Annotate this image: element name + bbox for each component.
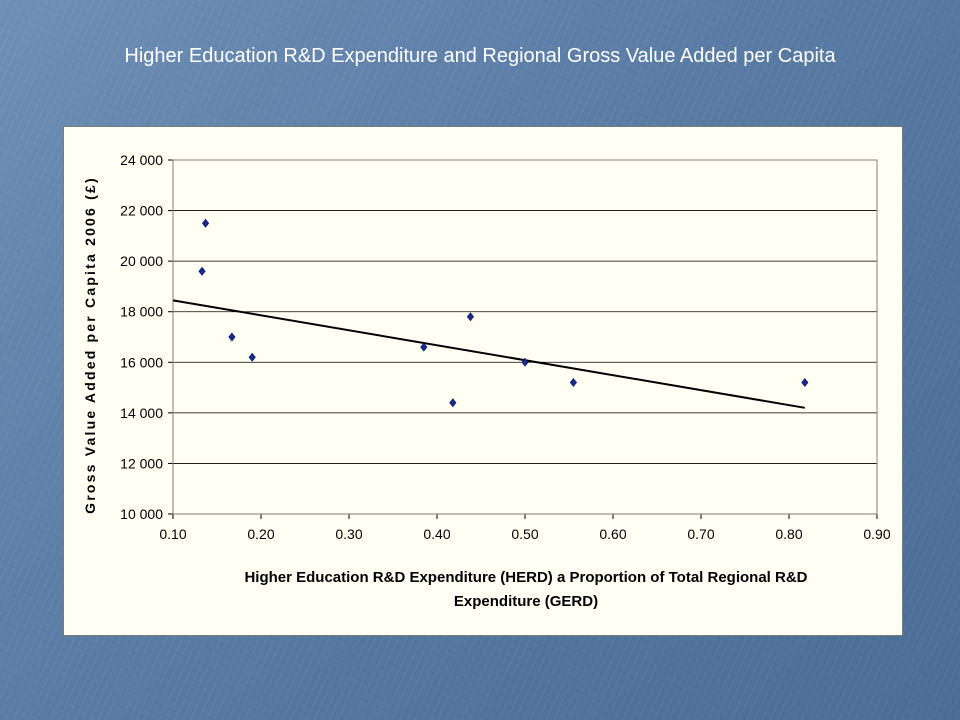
y-tick-labels: 10 000 12 000 14 000 16 000 18 000 20 000 22 0…: [120, 152, 173, 522]
y-tick-label: 12 000: [120, 455, 163, 471]
data-point: [801, 378, 809, 387]
plot-area-border: [172, 159, 878, 515]
x-axis-label-line1: Higher Education R&D Expenditure (HERD) …: [244, 569, 807, 586]
data-points: [198, 218, 809, 408]
data-point: [198, 266, 206, 276]
slide-title: Higher Education R&D Expenditure and Reg…: [124, 45, 836, 67]
y-axis-label: Gross Value Added per Capita 2006 (£): [82, 176, 98, 514]
x-axis-label-line2: Expenditure (GERD): [454, 593, 598, 610]
chart-area: 10 000 12 000 14 000 16 000 18 000 20 000 22 0…: [63, 126, 903, 636]
x-tick-label: 0.90: [863, 526, 890, 542]
x-tick-label: 0.60: [599, 526, 626, 542]
data-point: [521, 357, 529, 367]
data-point: [201, 218, 210, 228]
trendline: [172, 299, 806, 409]
y-tick-label: 14 000: [120, 405, 163, 421]
data-point: [248, 352, 256, 362]
x-tick-label: 0.50: [511, 526, 538, 542]
gridlines: [173, 159, 877, 515]
y-tick-label: 22 000: [120, 203, 163, 219]
x-tick-label: 0.40: [423, 526, 450, 542]
data-point: [449, 398, 457, 408]
x-tick-labels: 0.10 0.20 0.30 0.40 0.50 0.60 0.70 0.80 0.90: [159, 514, 891, 542]
x-tick-label: 0.10: [159, 526, 186, 542]
x-tick-label: 0.70: [687, 526, 714, 542]
data-point: [466, 312, 475, 322]
y-tick-label: 24 000: [120, 152, 163, 168]
x-tick-label: 0.30: [335, 526, 362, 542]
trendline-group: [172, 299, 806, 409]
data-point: [420, 342, 428, 352]
x-tick-label: 0.80: [775, 526, 802, 542]
y-tick-label: 20 000: [120, 253, 163, 269]
data-point: [228, 332, 236, 342]
scatter-chart: 10 000 12 000 14 000 16 000 18 000 20 000 22 0…: [82, 152, 891, 610]
y-tick-label: 18 000: [120, 304, 163, 320]
data-point: [569, 378, 577, 387]
y-tick-label: 10 000: [120, 506, 163, 522]
x-tick-label: 0.20: [247, 526, 274, 542]
y-tick-label: 16 000: [120, 354, 163, 370]
